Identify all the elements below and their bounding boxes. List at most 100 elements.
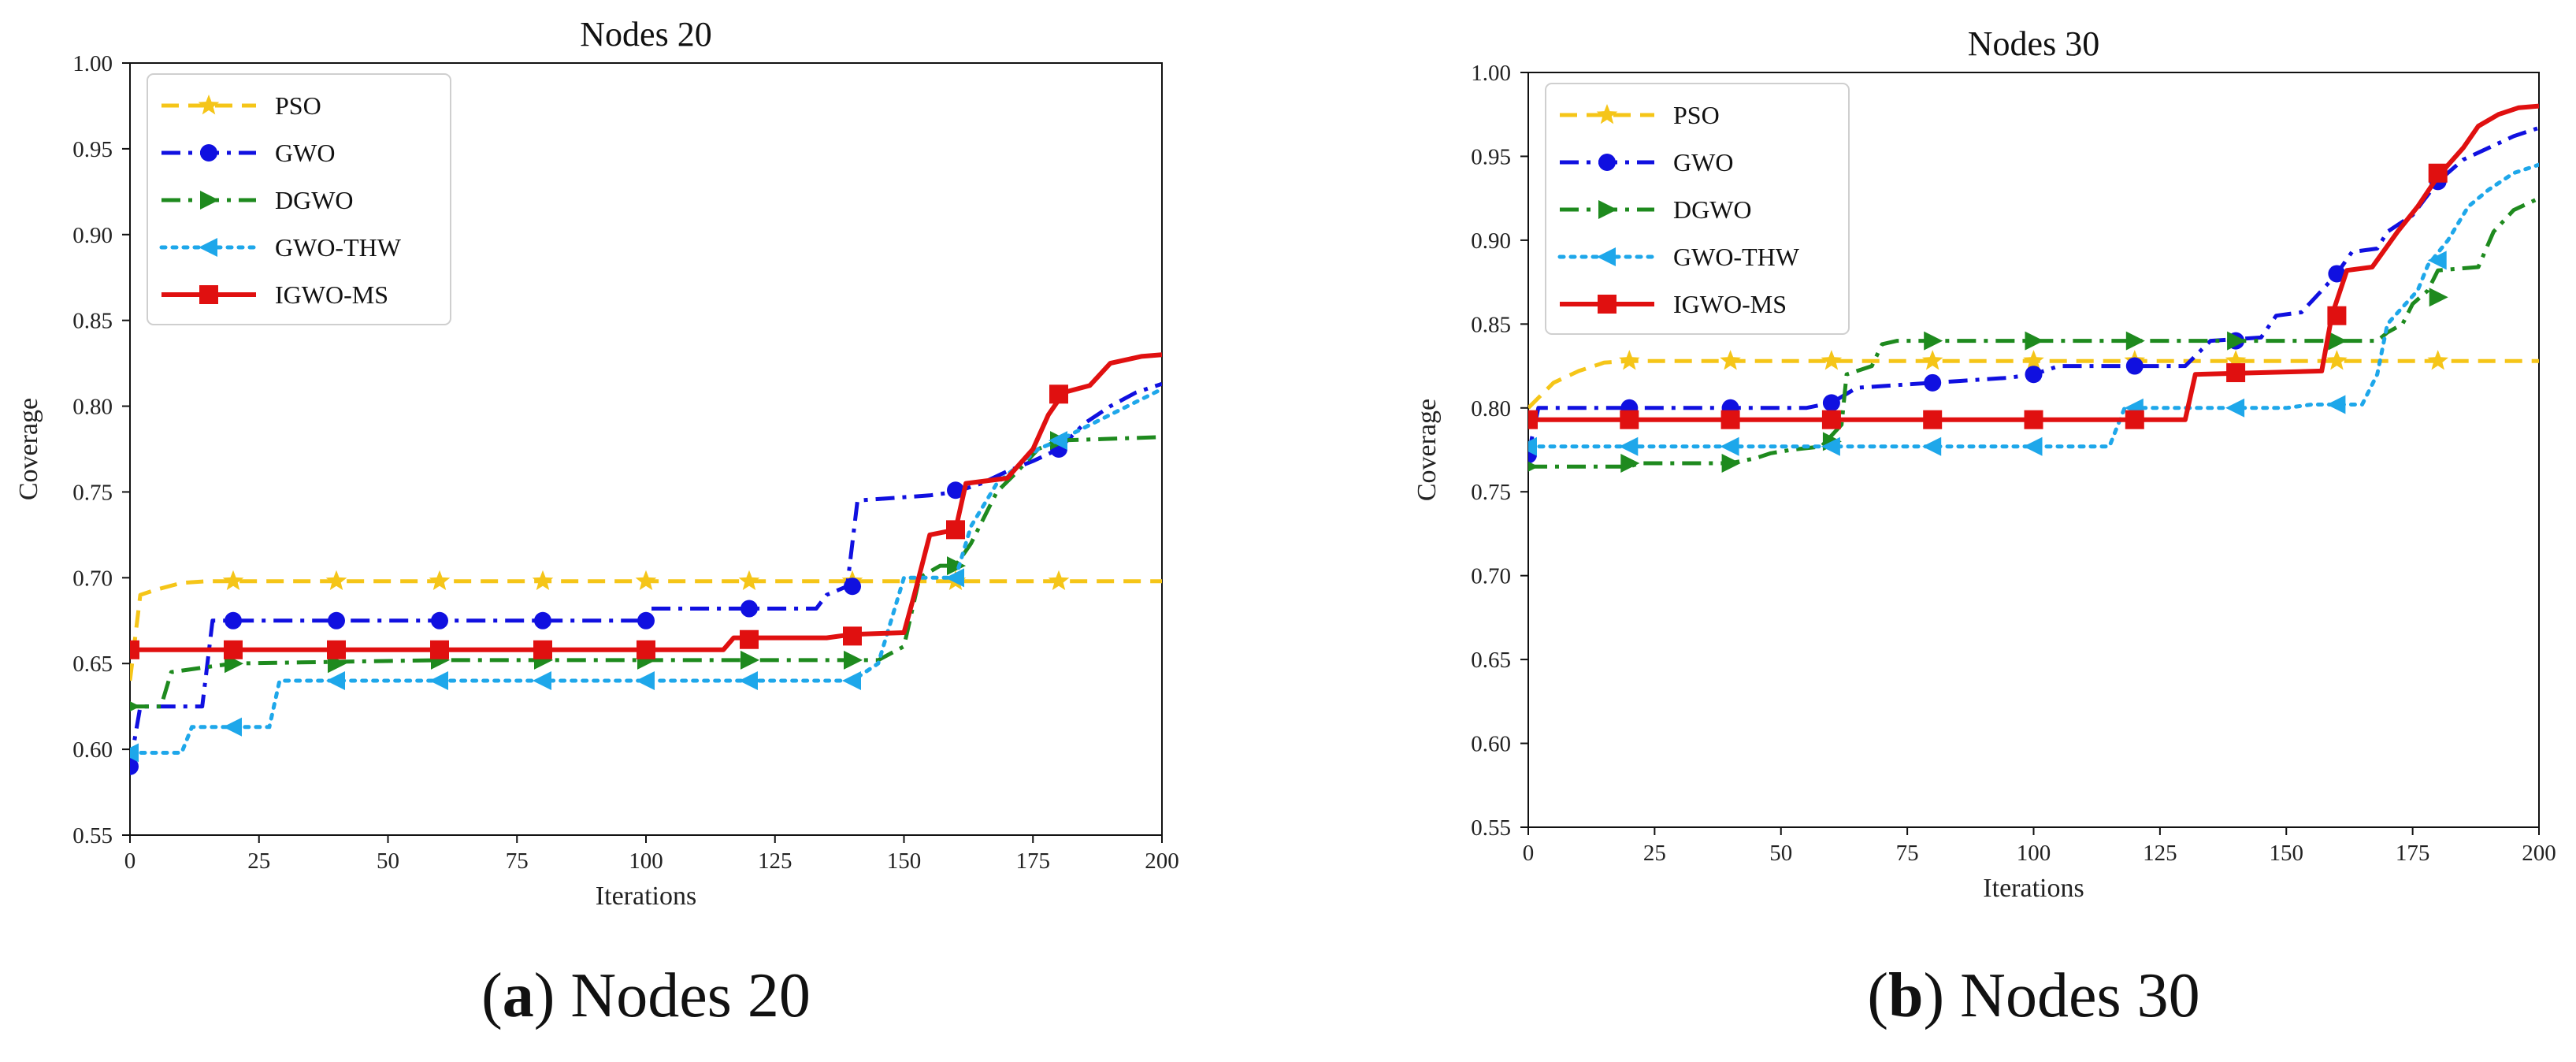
- legend-item-dgwo: DGWO: [161, 186, 354, 214]
- chart-title: Nodes 30: [1968, 24, 2099, 63]
- series-igwo-ms: [1528, 103, 2539, 429]
- x-tick-label: 150: [887, 848, 922, 874]
- x-tick-label: 0: [1523, 841, 1535, 866]
- x-axis-label: Iterations: [596, 882, 696, 911]
- chart-nodes-20: Nodes 20 0 25 50 75 100 125 150 175 200 0.55 0.60 0.…: [14, 15, 1179, 1030]
- data-point-dgwo: [741, 650, 759, 670]
- legend-marker-pso: [198, 95, 220, 115]
- data-point-pso: [325, 570, 347, 591]
- data-point-gwo-thw: [1528, 436, 1537, 456]
- data-point-gwo-thw: [2427, 251, 2447, 270]
- x-tick-label: 0: [124, 848, 136, 874]
- x-tick-label: 175: [2396, 841, 2430, 866]
- y-tick-label: 0.85: [72, 309, 113, 334]
- caption-text: Nodes 20: [570, 961, 810, 1030]
- y-tick-label: 0.90: [72, 223, 113, 248]
- data-point-pso: [2023, 350, 2044, 370]
- y-tick-label: 0.80: [72, 395, 113, 420]
- x-tick-label: 125: [2143, 841, 2177, 866]
- legend-item-gwo: GWO: [1560, 148, 1733, 176]
- data-point-dgwo: [844, 650, 863, 670]
- data-point-pso: [2427, 350, 2449, 370]
- series-igwo-ms: [130, 352, 1162, 659]
- series-line-igwo-ms: [130, 352, 1162, 652]
- data-point-gwo-thw: [842, 671, 861, 690]
- legend-label: GWO: [1673, 148, 1733, 176]
- data-point-gwo-thw: [2326, 395, 2346, 414]
- x-tick-label: 50: [377, 848, 399, 874]
- legend-label: GWO-THW: [1673, 243, 1800, 271]
- data-point-igwo-ms: [2327, 306, 2347, 325]
- y-tick-label: 0.70: [72, 566, 113, 591]
- data-point-igwo-ms: [2226, 363, 2246, 383]
- data-point-dgwo: [1721, 454, 1741, 473]
- legend: PSO GWO DGWO GWO-THW IGWO-MS: [1545, 83, 1850, 335]
- legend-label: GWO-THW: [275, 233, 402, 262]
- series-gwo-thw: [130, 387, 1162, 763]
- y-tick-label: 0.60: [72, 737, 113, 763]
- data-point-gwo-thw: [739, 671, 758, 690]
- legend-label: DGWO: [275, 186, 354, 214]
- data-point-igwo-ms: [1923, 410, 1943, 429]
- legend-label: DGWO: [1673, 195, 1752, 224]
- data-point-igwo-ms: [2428, 163, 2448, 183]
- data-point-igwo-ms: [740, 629, 759, 649]
- x-tick-label: 200: [1145, 848, 1179, 874]
- x-tick-label: 100: [2017, 841, 2051, 866]
- data-point-dgwo: [130, 701, 140, 712]
- data-point-pso: [1618, 350, 1640, 370]
- data-point-igwo-ms: [1620, 410, 1639, 429]
- legend-marker-igwo-ms: [1598, 295, 1616, 314]
- data-point-gwo: [534, 611, 551, 629]
- data-point-gwo-thw: [1049, 431, 1067, 451]
- data-point-gwo: [431, 611, 448, 629]
- data-point-pso: [1821, 350, 1843, 370]
- x-tick-label: 150: [2270, 841, 2304, 866]
- data-point-gwo-thw: [326, 671, 345, 690]
- legend-item-gwo: GWO: [161, 139, 335, 167]
- legend-box: [1545, 83, 1850, 335]
- legend-marker-gwo-thw: [199, 238, 217, 257]
- data-point-pso: [429, 570, 451, 591]
- plot-area: [130, 352, 1162, 775]
- data-point-pso: [1720, 350, 1741, 370]
- x-tick-label: 75: [506, 848, 529, 874]
- caption-letter: a: [503, 961, 534, 1030]
- y-tick-label: 1.00: [72, 51, 113, 76]
- caption-text: Nodes 30: [1960, 961, 2199, 1030]
- legend-marker-dgwo: [1598, 200, 1617, 219]
- data-point-igwo-ms: [1049, 384, 1068, 404]
- data-point-igwo-ms: [843, 626, 862, 646]
- series-line-dgwo: [130, 435, 1162, 709]
- series-line-pso: [130, 579, 1162, 681]
- series-line-pso: [1528, 358, 2539, 410]
- y-tick-label: 1.00: [1471, 61, 1511, 86]
- x-tick-label: 25: [1643, 841, 1666, 866]
- chart-title: Nodes 20: [580, 15, 711, 54]
- data-point-igwo-ms: [946, 520, 965, 540]
- legend-marker-gwo: [1598, 154, 1616, 171]
- data-point-dgwo: [2328, 331, 2348, 351]
- legend-label: IGWO-MS: [275, 280, 388, 309]
- x-tick-label: 100: [629, 848, 663, 874]
- legend-item-gwo-thw: GWO-THW: [1557, 243, 1800, 271]
- data-point-gwo-thw: [2225, 398, 2245, 418]
- data-point-pso: [1048, 570, 1070, 591]
- data-point-pso: [635, 570, 657, 591]
- data-point-gwo: [2125, 357, 2144, 375]
- legend-item-igwo-ms: IGWO-MS: [161, 280, 388, 309]
- data-point-igwo-ms: [224, 640, 243, 659]
- subfigure-caption: (a) Nodes 20: [481, 961, 811, 1030]
- data-point-gwo: [741, 600, 758, 618]
- data-point-gwo: [328, 611, 345, 629]
- y-tick-label: 0.60: [1471, 732, 1511, 757]
- x-tick-label: 50: [1769, 841, 1792, 866]
- data-point-gwo: [2328, 265, 2346, 283]
- data-point-igwo-ms: [533, 640, 552, 659]
- legend-label: GWO: [275, 139, 335, 167]
- y-tick-label: 0.85: [1471, 312, 1511, 337]
- data-point-gwo-thw: [945, 568, 964, 588]
- legend-label: PSO: [1673, 101, 1720, 129]
- legend-box: [147, 73, 451, 325]
- data-point-igwo-ms: [327, 640, 346, 659]
